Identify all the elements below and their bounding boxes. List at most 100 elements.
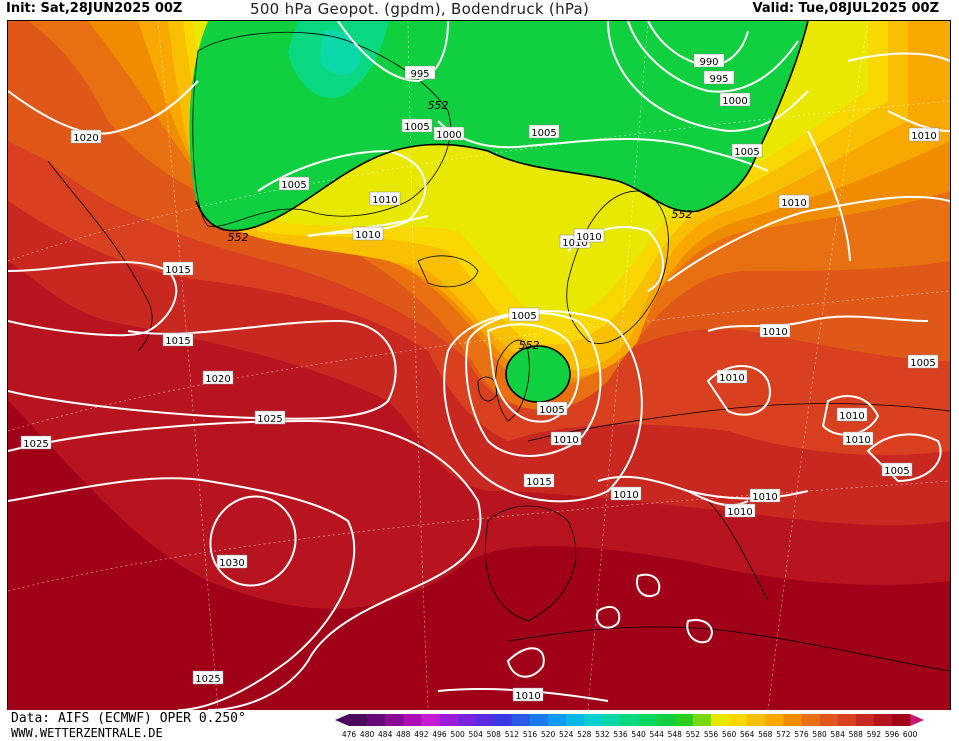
colorbar-swatch	[530, 714, 549, 726]
isobar-label: 1010	[515, 691, 540, 702]
colorbar-swatch	[385, 714, 404, 726]
colorbar-swatch	[711, 714, 730, 726]
cutoff-low-548	[506, 346, 570, 402]
colorbar-legend: 476 480 484 488 492 496 500 504 508 512 516 520 524 5…	[335, 714, 925, 739]
colorbar-tick-label: 480	[360, 730, 375, 739]
geopot-label: 552	[672, 208, 693, 221]
colorbar-swatch	[457, 714, 477, 726]
isobar-label: 1010	[613, 490, 638, 501]
colorbar-tick-label: 576	[794, 730, 809, 739]
colorbar-swatch	[620, 714, 639, 726]
colorbar-tick-label: 572	[776, 730, 791, 739]
coast-europe	[527, 403, 950, 442]
isobar-label: 995	[410, 69, 429, 80]
isobar-label: 1010	[719, 373, 744, 384]
colorbar-tick-label: 476	[342, 730, 357, 739]
coast-ireland	[477, 376, 498, 402]
weather-map[interactable]: 552 552 552 552 1020 1015 1015 1020 1025…	[7, 20, 951, 711]
isobar-label: 1010	[372, 195, 397, 206]
geopot-label: 552	[519, 339, 540, 352]
colorbar-tick-label: 592	[867, 730, 882, 739]
isobar-label: 1005	[531, 128, 556, 139]
map-title: 500 hPa Geopot. (gpdm), Bodendruck (hPa)	[250, 0, 590, 18]
coast-iceland	[417, 255, 479, 288]
colorbar-swatch	[674, 714, 694, 726]
isobar-label: 1015	[165, 265, 190, 276]
isobar-label: 990	[699, 57, 718, 68]
isobar-label: 1025	[257, 414, 282, 425]
map-canvas: 552 552 552 552 1020 1015 1015 1020 1025…	[8, 21, 950, 710]
colorbar-tick-label: 528	[577, 730, 592, 739]
colorbar-tick-label: 588	[849, 730, 864, 739]
isobar-label: 1005	[734, 147, 759, 158]
isobar-label: 1030	[219, 558, 244, 569]
footer-bar: Data: AIFS (ECMWF) OPER 0.250° WWW.WETTE…	[0, 710, 959, 741]
website-url[interactable]: WWW.WETTERZENTRALE.DE	[11, 726, 163, 740]
colorbar-swatch	[656, 714, 676, 726]
isobar-label: 1010	[727, 507, 752, 518]
colorbar-swatch	[602, 714, 621, 726]
colorbar-swatch	[493, 714, 513, 726]
isobar-label: 1015	[526, 477, 551, 488]
valid-time: Valid: Tue,08JUL2025 00Z	[752, 1, 939, 16]
isobar-label: 1010	[355, 230, 380, 241]
colorbar-swatch	[765, 714, 784, 726]
colorbar-tick-label: 484	[378, 730, 393, 739]
isobar-label: 1005	[404, 122, 429, 133]
colorbar-swatch	[692, 714, 712, 726]
colorbar-tick-label: 596	[885, 730, 900, 739]
colorbar-tick-label: 532	[595, 730, 610, 739]
colorbar-tick-label: 496	[432, 730, 447, 739]
data-source: Data: AIFS (ECMWF) OPER 0.250°	[11, 711, 246, 726]
coast-north-africa	[507, 626, 950, 672]
geopot-label: 552	[428, 99, 449, 112]
isobar-label: 1020	[73, 133, 98, 144]
coast-iberia	[485, 505, 577, 622]
colorbar-tick-label: 488	[396, 730, 411, 739]
trough-540	[320, 30, 361, 76]
colorbar-tick-label: 500	[450, 730, 465, 739]
colorbar-tick-label: 548	[668, 730, 683, 739]
isobar-label: 1005	[910, 358, 935, 369]
colorbar-tick-label: 580	[812, 730, 827, 739]
isobar-label: 1010	[911, 131, 936, 142]
colorbar-swatch	[421, 714, 440, 726]
geopot-label: 552	[228, 231, 249, 244]
isobar-label: 1025	[23, 439, 48, 450]
isobar-label: 1000	[436, 130, 461, 141]
colorbar-swatch	[783, 714, 802, 726]
coastlines	[47, 31, 950, 672]
isobar-label: 1010	[762, 327, 787, 338]
colorbar-swatch	[819, 714, 839, 726]
colorbar-swatch	[584, 714, 603, 726]
coast-italy	[707, 500, 769, 602]
colorbar-tick-label: 492	[414, 730, 429, 739]
isobar-label: 995	[709, 74, 728, 85]
isobar-label: 1020	[205, 374, 230, 385]
colorbar-tick-label: 512	[505, 730, 520, 739]
isobar-label: 1010	[576, 232, 601, 243]
colorbar-swatch	[892, 714, 911, 726]
colorbar-tick-label: 556	[704, 730, 719, 739]
colorbar-tick-label: 536	[613, 730, 628, 739]
colorbar-swatch	[439, 714, 458, 726]
colorbar-swatch	[475, 714, 495, 726]
colorbar-swatch	[511, 714, 531, 726]
colorbar-swatch	[548, 714, 567, 726]
colorbar-swatch	[837, 714, 857, 726]
colorbar-tick-label: 564	[740, 730, 755, 739]
colorbar-swatch	[367, 714, 386, 726]
isobar-label: 1005	[884, 466, 909, 477]
colorbar-arrow-left	[335, 714, 349, 726]
isobar-label: 1010	[839, 411, 864, 422]
isobar-label: 1010	[562, 238, 587, 249]
colorbar-swatch	[855, 714, 875, 726]
isobar-label: 1005	[281, 180, 306, 191]
isobar-labels: 1020 1015 1015 1020 1025 1025 1030 1025 …	[20, 53, 940, 702]
colorbar-tick-label: 552	[686, 730, 701, 739]
colorbar-swatch	[349, 714, 368, 726]
colorbar-swatch	[801, 714, 820, 726]
colorbar-swatch	[873, 714, 893, 726]
colorbar-tick-label: 540	[631, 730, 646, 739]
colorbar-swatch	[566, 714, 585, 726]
